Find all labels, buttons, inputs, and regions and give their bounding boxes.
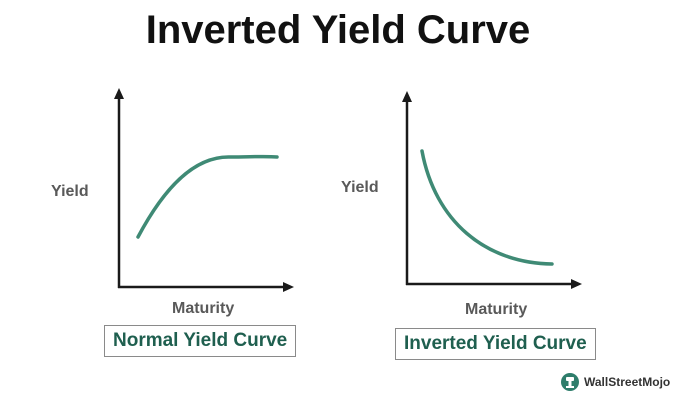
x-axis-arrow-icon xyxy=(571,279,582,289)
inverted-ylabel: Yield xyxy=(341,179,379,196)
normal-curve-line xyxy=(136,154,279,239)
y-axis-arrow-icon xyxy=(114,88,124,99)
x-axis xyxy=(118,282,294,292)
y-axis xyxy=(402,91,412,285)
x-axis-arrow-icon xyxy=(283,282,294,292)
inverted-curve-line xyxy=(420,149,554,266)
page-title: Inverted Yield Curve xyxy=(145,8,531,52)
normal-xlabel: Maturity xyxy=(172,300,235,317)
brand-name: WallStreetMojo xyxy=(584,375,671,389)
y-axis-arrow-icon xyxy=(402,91,412,102)
brand-watermark: WallStreetMojo xyxy=(560,372,670,392)
normal-yield-curve-diagram xyxy=(114,88,294,292)
inverted-yield-curve-diagram xyxy=(402,91,582,289)
inverted-caption: Inverted Yield Curve xyxy=(395,328,596,360)
inverted-xlabel: Maturity xyxy=(465,301,528,318)
wallstreetmojo-logo-icon xyxy=(561,373,579,391)
x-axis xyxy=(406,279,582,289)
normal-caption: Normal Yield Curve xyxy=(104,325,297,357)
y-axis xyxy=(114,88,124,288)
normal-ylabel: Yield xyxy=(51,183,89,200)
